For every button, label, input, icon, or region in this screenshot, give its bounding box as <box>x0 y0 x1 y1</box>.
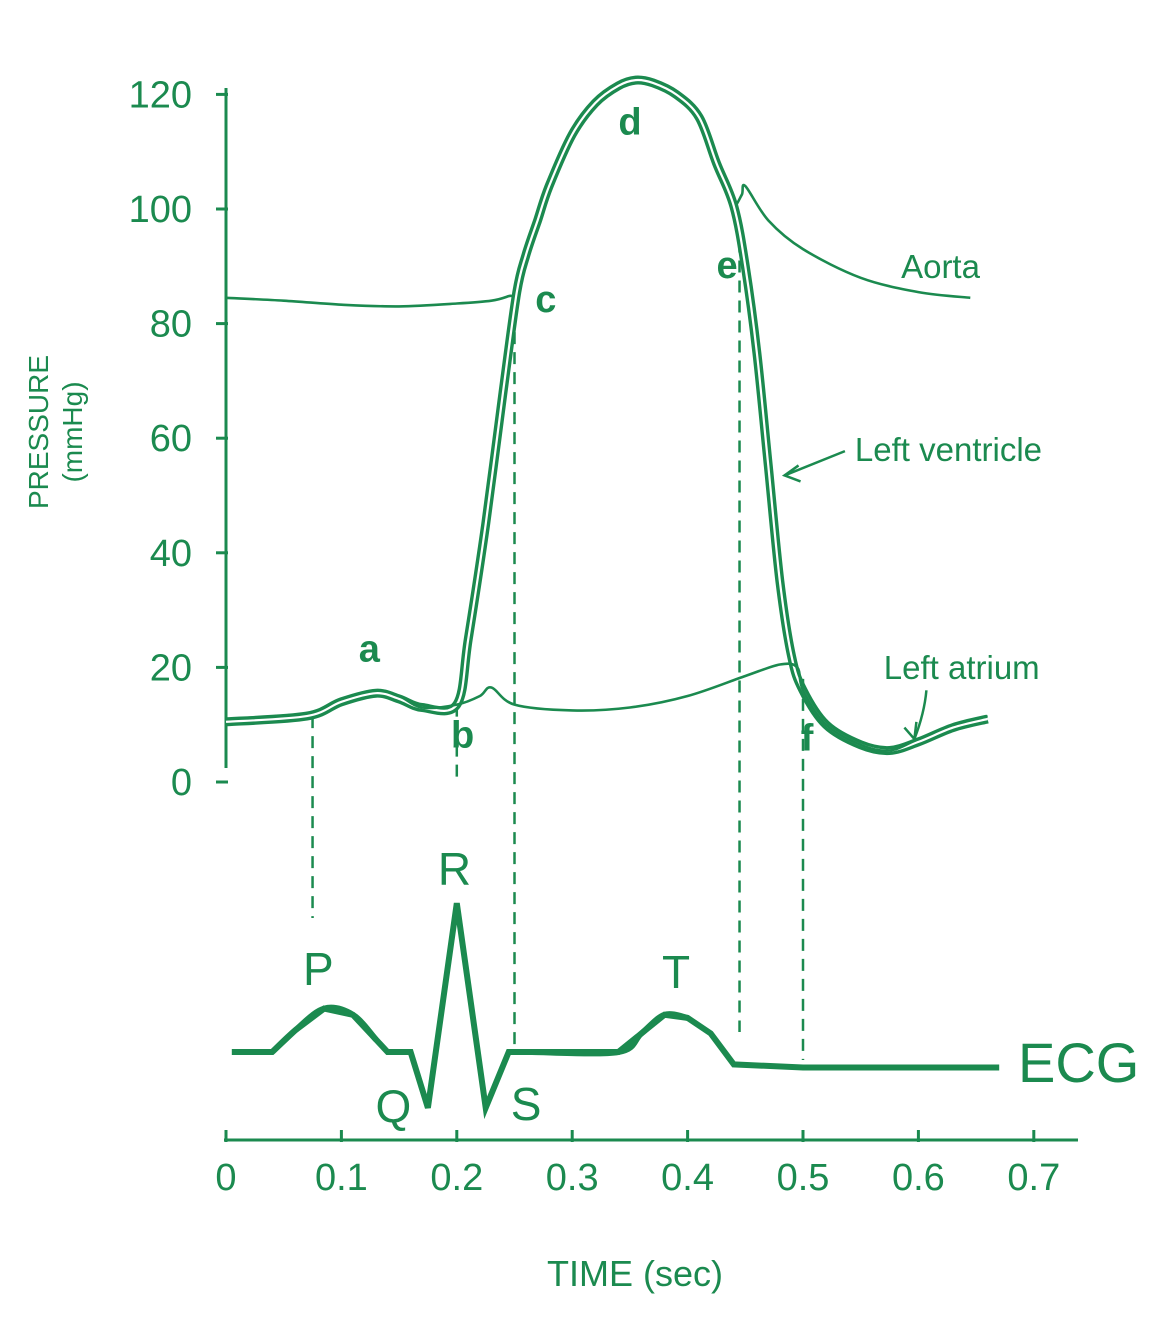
ecg-wave-label-T: T <box>662 946 690 998</box>
x-tick-label: 0 <box>215 1157 236 1199</box>
point-label-b: b <box>451 715 474 757</box>
x-tick-label: 0.3 <box>546 1157 599 1199</box>
ecg-line <box>231 902 1000 1120</box>
left-ventricle-arrow <box>784 449 846 477</box>
y-axis-units: (mmHg) <box>57 381 88 482</box>
left-atrium-line <box>225 662 988 752</box>
axes-layer: 0 20 40 60 80 100 120 0 0.1 0.2 0.3 0.4 0.5 0.6 0.7 <box>129 74 1078 1199</box>
point-label-f: f <box>801 717 814 759</box>
ecg-p-wave <box>270 1004 379 1055</box>
y-tick-label: 120 <box>129 74 192 116</box>
left-ventricle-arrowhead <box>781 464 801 483</box>
curve-label-left-ventricle: Left ventricle <box>855 431 1042 468</box>
ecg-wave-label-S: S <box>511 1078 542 1130</box>
event-lines-layer <box>311 220 805 1060</box>
x-tick-label: 0.6 <box>892 1157 945 1199</box>
y-tick-label: 80 <box>150 304 192 346</box>
y-tick-label: 100 <box>129 189 192 231</box>
y-tick-label: 20 <box>150 647 192 689</box>
ecg-series-label: ECG <box>1018 1031 1139 1094</box>
ecg-wave-label-Q: Q <box>375 1080 411 1132</box>
y-tick-label: 60 <box>150 418 192 460</box>
left-ventricle-line-inner <box>225 78 988 752</box>
ecg-wave-label-R: R <box>438 843 471 895</box>
curve-label-aorta: Aorta <box>901 248 981 285</box>
x-axis-label: TIME (sec) <box>547 1253 723 1294</box>
aorta-line <box>225 78 971 308</box>
x-tick-label: 0.4 <box>661 1157 714 1199</box>
x-tick-label: 0.5 <box>777 1157 830 1199</box>
point-label-a: a <box>359 629 381 671</box>
y-tick-label: 0 <box>171 762 192 804</box>
y-tick-label: 40 <box>150 533 192 575</box>
ecg-wave-label-P: P <box>303 943 334 995</box>
y-axis-label: PRESSURE <box>23 355 54 509</box>
left-atrium-arrowhead <box>903 721 918 742</box>
x-tick-label: 0.1 <box>315 1157 368 1199</box>
ecg-t-wave <box>531 1011 689 1057</box>
curve-label-left-atrium: Left atrium <box>884 649 1040 686</box>
series-layer <box>225 75 1000 1120</box>
x-tick-label: 0.2 <box>430 1157 483 1199</box>
left-ventricle-line <box>225 75 989 756</box>
label-layer: PRESSURE (mmHg) TIME (sec) a b c d e f Aorta Le… <box>23 102 1139 1294</box>
point-label-e: e <box>716 245 737 287</box>
point-label-c: c <box>535 279 556 321</box>
point-label-d: d <box>618 102 641 144</box>
x-tick-label: 0.7 <box>1007 1157 1060 1199</box>
